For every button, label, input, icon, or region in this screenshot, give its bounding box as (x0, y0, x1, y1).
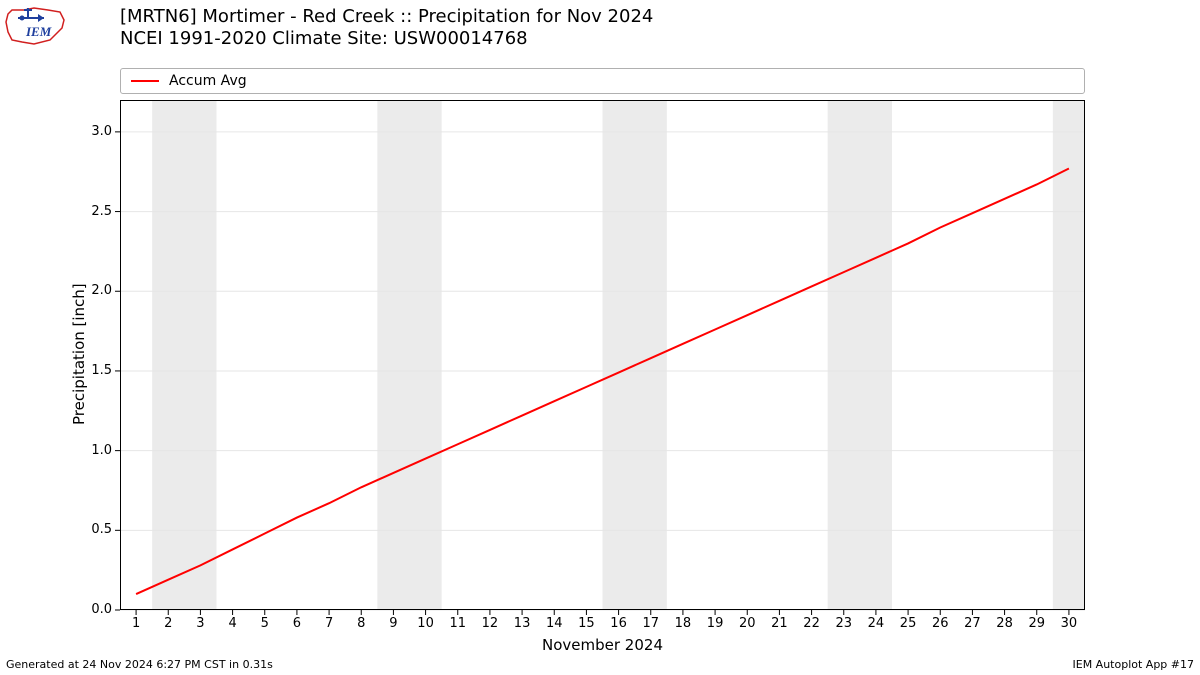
footer-app: IEM Autoplot App #17 (1073, 658, 1195, 671)
y-tick-label: 3.0 (91, 124, 112, 139)
y-tick-label: 2.0 (91, 283, 112, 298)
x-tick-label: 22 (803, 616, 820, 631)
y-tick-label: 0.5 (91, 522, 112, 537)
x-tick-label: 21 (771, 616, 788, 631)
chart-title-line1: [MRTN6] Mortimer - Red Creek :: Precipit… (120, 6, 653, 28)
x-tick-label: 1 (132, 616, 140, 631)
x-tick-label: 13 (514, 616, 531, 631)
footer-generated: Generated at 24 Nov 2024 6:27 PM CST in … (6, 658, 273, 671)
x-tick-label: 12 (482, 616, 499, 631)
x-tick-label: 28 (996, 616, 1013, 631)
x-tick-label: 20 (739, 616, 756, 631)
x-tick-label: 5 (261, 616, 269, 631)
chart-title-block: [MRTN6] Mortimer - Red Creek :: Precipit… (120, 6, 653, 50)
x-tick-label: 8 (357, 616, 365, 631)
iem-logo: IEM (4, 4, 68, 48)
x-tick-label: 4 (228, 616, 236, 631)
x-tick-label: 27 (964, 616, 981, 631)
x-tick-label: 10 (417, 616, 434, 631)
y-tick-label: 1.0 (91, 443, 112, 458)
x-tick-label: 19 (707, 616, 724, 631)
y-tick-label: 1.5 (91, 363, 112, 378)
x-tick-label: 15 (578, 616, 595, 631)
legend: Accum Avg (120, 68, 1085, 94)
x-tick-label: 25 (900, 616, 917, 631)
x-tick-label: 18 (675, 616, 692, 631)
legend-swatch (131, 80, 159, 82)
x-tick-label: 23 (835, 616, 852, 631)
chart-title-line2: NCEI 1991-2020 Climate Site: USW00014768 (120, 28, 653, 50)
x-tick-label: 9 (389, 616, 397, 631)
svg-text:IEM: IEM (25, 24, 52, 39)
legend-label: Accum Avg (169, 73, 247, 89)
x-tick-label: 29 (1028, 616, 1045, 631)
x-tick-label: 2 (164, 616, 172, 631)
y-axis-label: Precipitation [inch] (70, 283, 88, 425)
x-tick-label: 14 (546, 616, 563, 631)
x-axis-label: November 2024 (542, 636, 663, 654)
x-tick-label: 24 (868, 616, 885, 631)
x-tick-label: 26 (932, 616, 949, 631)
x-tick-label: 16 (610, 616, 627, 631)
x-tick-label: 11 (449, 616, 466, 631)
precipitation-chart (120, 100, 1085, 610)
x-tick-label: 30 (1061, 616, 1078, 631)
x-tick-label: 17 (642, 616, 659, 631)
x-tick-label: 3 (196, 616, 204, 631)
x-tick-label: 7 (325, 616, 333, 631)
y-tick-label: 0.0 (91, 602, 112, 617)
y-tick-label: 2.5 (91, 204, 112, 219)
x-tick-label: 6 (293, 616, 301, 631)
